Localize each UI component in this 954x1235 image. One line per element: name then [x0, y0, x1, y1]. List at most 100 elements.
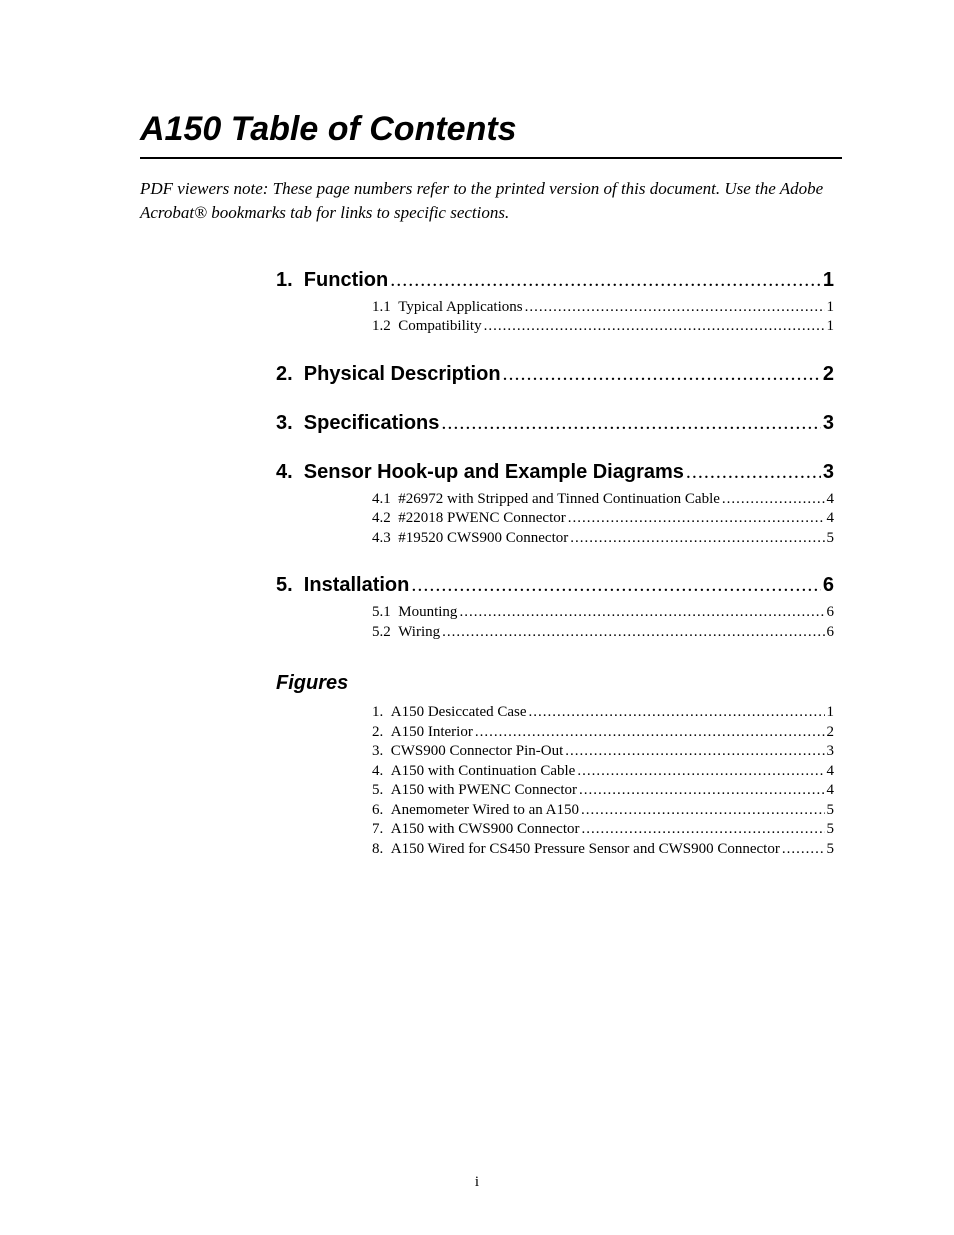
toc-figure[interactable]: 2. A150 Interior........................…	[276, 723, 834, 743]
pdf-note: PDF viewers note: These page numbers ref…	[140, 177, 842, 225]
toc-section-page: 1	[821, 269, 834, 292]
toc-figure[interactable]: 4. A150 with Continuation Cable.........…	[276, 762, 834, 782]
toc-subsection-page: 6	[825, 603, 835, 623]
toc-leader: ........................................…	[563, 742, 824, 762]
toc-subsection-title: Wiring	[398, 623, 440, 643]
toc-section-page: 3	[821, 412, 834, 435]
toc-subsection-number: 4.1	[372, 490, 398, 510]
toc-figure-title: A150 Desiccated Case	[391, 703, 527, 723]
toc-leader: ........................................…	[566, 509, 825, 529]
toc-leader: ........................................…	[684, 461, 821, 484]
toc-figure-page: 5	[825, 840, 835, 860]
page: A150 Table of Contents PDF viewers note:…	[0, 0, 954, 1235]
toc-section-number: 2.	[276, 363, 304, 386]
toc-figure[interactable]: 8. A150 Wired for CS450 Pressure Sensor …	[276, 840, 834, 860]
toc-subsection-title: Mounting	[398, 603, 457, 623]
toc-figure-title: Anemometer Wired to an A150	[391, 801, 579, 821]
toc-subsection-number: 1.2	[372, 317, 398, 337]
toc-leader: ........................................…	[580, 820, 825, 840]
toc-figure-title: A150 with Continuation Cable	[391, 762, 576, 782]
toc-section-number: 3.	[276, 412, 304, 435]
toc-leader: ........................................…	[457, 603, 824, 623]
toc-subsection-page: 1	[825, 298, 835, 318]
toc-subsection-number: 5.1	[372, 603, 398, 623]
toc-section-title: Installation	[304, 574, 410, 597]
toc-section[interactable]: 1. Function.............................…	[276, 269, 834, 292]
toc-subsection[interactable]: 1.1 Typical Applications................…	[276, 298, 834, 318]
toc-figure-number: 8.	[372, 840, 391, 860]
toc-subsection-number: 4.2	[372, 509, 398, 529]
toc: 1. Function.............................…	[276, 269, 834, 860]
toc-leader: ........................................…	[575, 762, 824, 782]
toc-figure-page: 3	[825, 742, 835, 762]
title-rule	[140, 157, 842, 159]
toc-subsection[interactable]: 5.1 Mounting............................…	[276, 603, 834, 623]
toc-section-number: 5.	[276, 574, 304, 597]
toc-figure-page: 4	[825, 781, 835, 801]
toc-figure-number: 6.	[372, 801, 391, 821]
toc-figure-title: A150 Wired for CS450 Pressure Sensor and…	[391, 840, 780, 860]
toc-subsection-number: 4.3	[372, 529, 398, 549]
toc-figure-title: A150 with CWS900 Connector	[391, 820, 580, 840]
toc-section-number: 4.	[276, 461, 304, 484]
toc-leader: ........................................…	[439, 412, 820, 435]
toc-subsection-title: Typical Applications	[398, 298, 522, 318]
toc-figure-number: 4.	[372, 762, 391, 782]
toc-subsection[interactable]: 4.3 #19520 CWS900 Connector.............…	[276, 529, 834, 549]
toc-section-page: 6	[821, 574, 834, 597]
toc-figure[interactable]: 1. A150 Desiccated Case.................…	[276, 703, 834, 723]
toc-leader: ........................................…	[409, 574, 821, 597]
toc-section[interactable]: 3. Specifications.......................…	[276, 412, 834, 435]
toc-figure-title: A150 Interior	[391, 723, 473, 743]
toc-section-page: 2	[821, 363, 834, 386]
toc-subsection[interactable]: 4.1 #26972 with Stripped and Tinned Cont…	[276, 490, 834, 510]
toc-subsection[interactable]: 4.2 #22018 PWENC Connector..............…	[276, 509, 834, 529]
toc-section[interactable]: 2. Physical Description.................…	[276, 363, 834, 386]
toc-subsection[interactable]: 1.2 Compatibility.......................…	[276, 317, 834, 337]
toc-figure[interactable]: 5. A150 with PWENC Connector............…	[276, 781, 834, 801]
toc-subsection-title: #22018 PWENC Connector	[398, 509, 565, 529]
toc-leader: ........................................…	[440, 623, 824, 643]
toc-figure-page: 5	[825, 801, 835, 821]
toc-leader: ........................................…	[501, 363, 821, 386]
document-title: A150 Table of Contents	[140, 110, 842, 149]
toc-leader: ........................................…	[720, 490, 825, 510]
toc-figure-number: 7.	[372, 820, 391, 840]
toc-subsection-title: #26972 with Stripped and Tinned Continua…	[398, 490, 720, 510]
toc-figure-title: A150 with PWENC Connector	[391, 781, 577, 801]
toc-figure[interactable]: 7. A150 with CWS900 Connector...........…	[276, 820, 834, 840]
toc-subsection-page: 1	[825, 317, 835, 337]
toc-leader: ........................................…	[388, 269, 821, 292]
toc-figure-title: CWS900 Connector Pin-Out	[391, 742, 564, 762]
toc-section[interactable]: 5. Installation.........................…	[276, 574, 834, 597]
toc-leader: ........................................…	[473, 723, 825, 743]
toc-section[interactable]: 4. Sensor Hook-up and Example Diagrams..…	[276, 461, 834, 484]
toc-leader: ........................................…	[780, 840, 825, 860]
toc-section-title: Sensor Hook-up and Example Diagrams	[304, 461, 684, 484]
toc-figure-page: 1	[825, 703, 835, 723]
toc-figure-number: 2.	[372, 723, 391, 743]
toc-subsection-page: 4	[825, 509, 835, 529]
toc-figure[interactable]: 6. Anemometer Wired to an A150..........…	[276, 801, 834, 821]
toc-section-title: Specifications	[304, 412, 440, 435]
toc-subsection-page: 6	[825, 623, 835, 643]
toc-subsection-title: Compatibility	[398, 317, 481, 337]
toc-figure-page: 2	[825, 723, 835, 743]
page-number: i	[0, 1174, 954, 1191]
toc-leader: ........................................…	[523, 298, 825, 318]
toc-figure[interactable]: 3. CWS900 Connector Pin-Out.............…	[276, 742, 834, 762]
toc-subsection-number: 5.2	[372, 623, 398, 643]
toc-section-page: 3	[821, 461, 834, 484]
toc-subsection-page: 4	[825, 490, 835, 510]
toc-figure-page: 4	[825, 762, 835, 782]
toc-figure-number: 5.	[372, 781, 391, 801]
toc-leader: ........................................…	[568, 529, 824, 549]
toc-subsection[interactable]: 5.2 Wiring..............................…	[276, 623, 834, 643]
toc-leader: ........................................…	[579, 801, 825, 821]
toc-subsection-title: #19520 CWS900 Connector	[398, 529, 568, 549]
toc-section-number: 1.	[276, 269, 304, 292]
toc-leader: ........................................…	[482, 317, 825, 337]
toc-subsection-number: 1.1	[372, 298, 398, 318]
figures-heading: Figures	[276, 672, 834, 695]
toc-section-title: Physical Description	[304, 363, 501, 386]
